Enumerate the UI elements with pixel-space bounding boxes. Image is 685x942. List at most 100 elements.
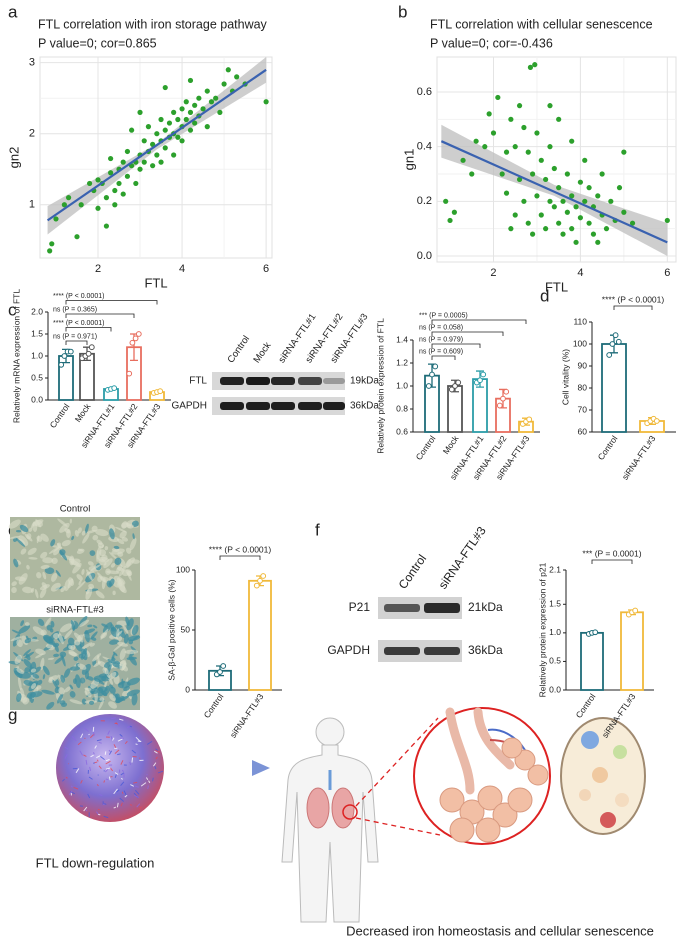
cell-texture [115, 660, 121, 665]
cell-texture [128, 639, 134, 645]
protein-strand [138, 806, 142, 810]
replicate-point [477, 377, 483, 384]
x-tick-label: 6 [263, 263, 269, 275]
significance-label: **** (P < 0.0001) [209, 544, 272, 554]
point [482, 144, 488, 150]
cell-texture [16, 668, 25, 674]
point [516, 176, 523, 183]
y-tick-label: 100 [573, 338, 587, 348]
point [512, 212, 518, 218]
replicate-point [61, 353, 68, 359]
point [162, 127, 168, 133]
protein-strand [116, 802, 119, 808]
protein-strand [104, 768, 109, 773]
point [74, 234, 80, 240]
point [616, 185, 623, 191]
protein-strand [87, 793, 91, 799]
y-tick-label: 60 [578, 426, 588, 436]
y-tick-label: 0.6 [417, 86, 432, 98]
cell-texture [122, 665, 128, 672]
protein-strand [119, 733, 123, 737]
significance-bracket [65, 300, 158, 305]
point [521, 124, 527, 131]
fit-line [440, 140, 668, 244]
cell-texture [15, 538, 26, 547]
y-axis-label: SA-β-Gal positive cells (%) [166, 579, 176, 680]
bar [580, 631, 604, 691]
protein-strand [121, 791, 124, 794]
organelle [581, 731, 599, 749]
x-tick-label: Control [596, 434, 620, 462]
micrograph-label: Control [60, 504, 91, 515]
point [221, 81, 227, 87]
protein-strand [136, 803, 141, 808]
point [179, 106, 185, 112]
point [200, 106, 206, 112]
point [603, 226, 610, 232]
protein-strand [77, 741, 82, 746]
cell-texture [93, 661, 101, 667]
cell-texture [131, 624, 139, 636]
protein-strand [110, 735, 113, 741]
y-axis-label: Relatively protein expression of p21 [537, 562, 547, 697]
chart-title: FTL correlation with cellular senescence [430, 17, 653, 31]
cell-texture [79, 619, 90, 627]
cell-texture [108, 578, 115, 587]
protein-strand [157, 770, 164, 774]
protein-strand [96, 759, 99, 762]
protein-strand [120, 760, 124, 765]
point [61, 202, 67, 208]
point [543, 176, 549, 183]
cell-texture [117, 630, 123, 636]
point [569, 226, 575, 232]
point [521, 198, 527, 204]
size-label: 19kDa [350, 376, 379, 387]
protein-strand [129, 725, 133, 728]
cell-texture [30, 587, 35, 593]
point [213, 95, 219, 101]
point [586, 220, 592, 226]
protein-strand [79, 750, 84, 756]
point [599, 171, 605, 177]
cell-texture [25, 635, 29, 641]
cell-texture [28, 527, 33, 532]
alveoli [439, 737, 549, 843]
y-tick-label: 0.6 [396, 426, 408, 436]
point [564, 171, 570, 177]
bar [248, 579, 272, 691]
cell-texture [95, 590, 105, 599]
point [196, 95, 202, 101]
point [556, 185, 562, 191]
cell-texture [112, 590, 116, 596]
cell-texture [122, 625, 129, 634]
cell-texture [42, 571, 47, 580]
cell-texture [81, 648, 87, 660]
replicate-point [480, 371, 487, 378]
confidence-band [441, 124, 668, 256]
cell-texture [96, 539, 103, 545]
point [141, 138, 147, 144]
arrow-head [252, 760, 270, 776]
point [527, 64, 534, 70]
protein-strand [96, 784, 99, 787]
cell-texture [108, 551, 119, 561]
protein-strand [152, 777, 154, 782]
blot-band [323, 402, 345, 410]
alveolus [475, 817, 501, 843]
cell-texture [109, 686, 116, 694]
cell-texture [114, 557, 122, 565]
cell-texture [91, 525, 98, 532]
alveolus [477, 785, 503, 811]
protein-strand [85, 809, 88, 812]
point [629, 220, 636, 226]
replicate-point [432, 363, 439, 370]
alveolus [449, 817, 475, 843]
cell-texture [10, 636, 22, 642]
cell-texture [11, 581, 17, 587]
cell-texture [51, 572, 58, 582]
size-label: 21kDa [468, 600, 503, 614]
point [112, 202, 118, 208]
replicate-point [260, 573, 267, 579]
point [187, 77, 194, 84]
significance-label: ns (P = 0.365) [53, 306, 97, 313]
